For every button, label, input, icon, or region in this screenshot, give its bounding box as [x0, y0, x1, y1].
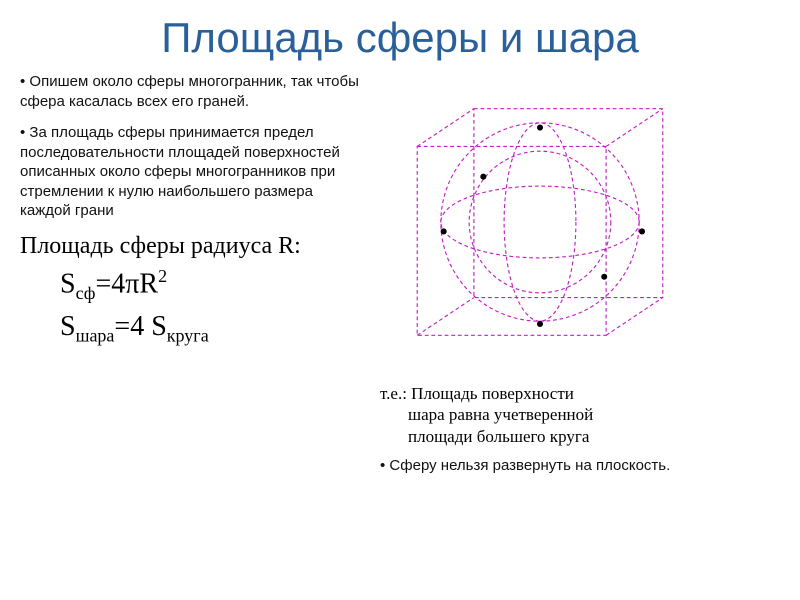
f1-right: =4πR	[95, 268, 158, 299]
f2-sub: шара	[76, 326, 115, 346]
sphere-cube-diagram	[370, 72, 710, 372]
page-title: Площадь сферы и шара	[0, 0, 800, 72]
conclusion-line-2: шара равна учетверенной	[380, 404, 780, 425]
paragraph-1: Опишем около сферы многогранник, так что…	[20, 72, 360, 111]
f1-sup: 2	[158, 266, 167, 286]
f2-sub2: круга	[167, 326, 209, 346]
left-column: Опишем около сферы многогранник, так что…	[20, 72, 370, 474]
conclusion-line-1: т.е.: Площадь поверхности	[380, 383, 780, 404]
formula-ball-area: Sшара=4 Sкруга	[60, 311, 360, 347]
conclusion-line-3: площади большего круга	[380, 426, 780, 447]
paragraph-2: За площадь сферы принимается предел посл…	[20, 123, 360, 221]
f1-sub: сф	[76, 282, 96, 302]
formula-sphere-area: Sсф=4πR2	[60, 266, 360, 304]
formula-heading: Площадь сферы радиуса R:	[20, 233, 360, 260]
f2-S: S	[60, 311, 76, 342]
conclusion-text: т.е.: Площадь поверхности шара равна уче…	[370, 383, 780, 447]
right-column: т.е.: Площадь поверхности шара равна уче…	[370, 72, 780, 474]
f1-S: S	[60, 268, 76, 299]
content-row: Опишем около сферы многогранник, так что…	[0, 72, 800, 474]
f2-mid: =4 S	[114, 311, 166, 342]
note-text: Сферу нельзя развернуть на плоскость.	[370, 457, 780, 474]
